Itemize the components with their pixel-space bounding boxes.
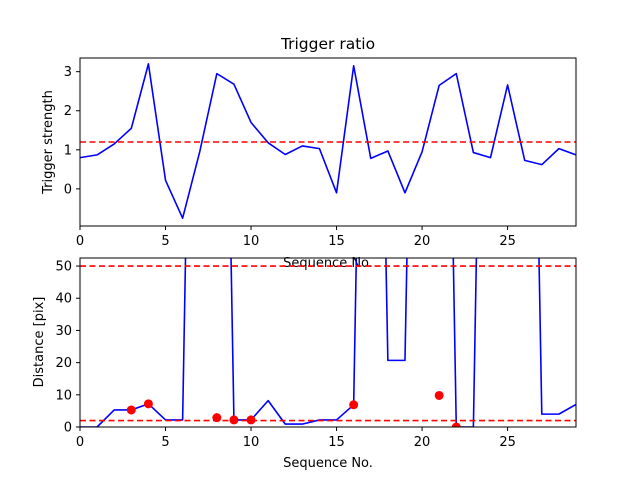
y-axis-label: Distance [pix] [32, 297, 47, 388]
marks [80, 63, 576, 219]
series-line [80, 63, 576, 219]
y-tick-label: 30 [55, 324, 72, 339]
y-tick-label: 20 [55, 356, 72, 371]
y-ticks: 0 10 20 30 40 50 [55, 260, 80, 436]
x-tick-label: 0 [76, 435, 84, 450]
y-tick-label: 1 [64, 143, 72, 158]
x-tick-label: 10 [243, 234, 260, 249]
marks [80, 258, 576, 427]
x-tick-label: 20 [414, 435, 431, 450]
x-tick-label: 10 [243, 435, 260, 450]
plot-frame [79, 257, 577, 428]
data-point [349, 400, 359, 410]
plot-frame [79, 57, 577, 227]
x-axis-label: Sequence No. [283, 256, 373, 271]
x-ticks: 0 5 10 15 20 25 [76, 226, 516, 249]
y-ticks: 0 1 2 3 [64, 65, 80, 197]
y-tick-label: 0 [64, 182, 72, 197]
distance-chart: Distance [pix] 0 5 10 15 20 25 0 10 20 30 40 50 Se… [32, 257, 577, 471]
y-tick-label: 0 [64, 421, 72, 436]
y-tick-label: 40 [55, 292, 72, 307]
x-tick-label: 15 [328, 234, 345, 249]
y-tick-label: 3 [64, 65, 72, 80]
y-axis-label: Trigger strength [41, 90, 56, 195]
y-tick-label: 50 [55, 260, 72, 275]
x-tick-label: 25 [499, 435, 516, 450]
y-tick-label: 2 [64, 104, 72, 119]
data-point [126, 405, 136, 415]
x-tick-label: 15 [328, 435, 345, 450]
x-tick-label: 0 [76, 234, 84, 249]
chart-title: Trigger ratio [280, 35, 375, 53]
x-axis-label: Sequence No. [283, 456, 373, 471]
data-point [451, 422, 461, 427]
x-tick-label: 20 [414, 234, 431, 249]
data-point [143, 399, 153, 409]
x-tick-label: 25 [499, 234, 516, 249]
x-tick-label: 5 [161, 435, 169, 450]
x-ticks: 0 5 10 15 20 25 [76, 427, 516, 450]
data-point [434, 390, 444, 400]
x-tick-label: 5 [161, 234, 169, 249]
y-tick-label: 10 [55, 388, 72, 403]
trigger-ratio-chart: Trigger ratio Trigger strength 0 5 10 15 20 2… [41, 35, 577, 271]
